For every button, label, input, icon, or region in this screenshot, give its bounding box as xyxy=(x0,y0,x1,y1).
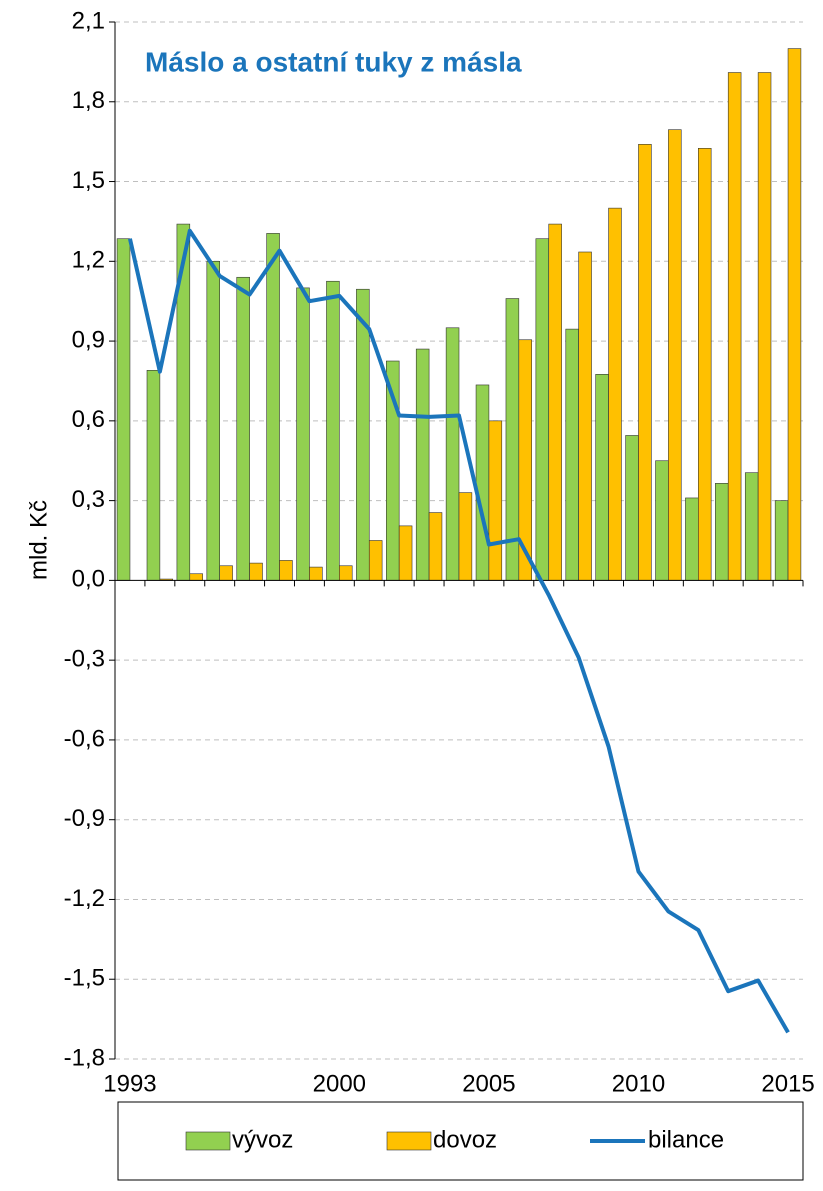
bar xyxy=(339,565,353,581)
x-tick-label: 2015 xyxy=(761,1070,814,1097)
bar xyxy=(219,565,233,581)
y-tick-label: 0,0 xyxy=(72,566,105,593)
bar xyxy=(774,500,789,581)
legend-swatch xyxy=(185,1131,231,1151)
bar xyxy=(356,288,370,581)
bar xyxy=(715,483,729,581)
bar xyxy=(608,207,622,581)
legend-box xyxy=(117,1101,804,1181)
y-tick-label: 1,2 xyxy=(72,247,105,274)
bar xyxy=(266,233,280,581)
legend-swatch xyxy=(386,1131,432,1151)
bar xyxy=(548,223,562,581)
chart-title: Máslo a ostatní tuky z másla xyxy=(145,46,522,77)
bar xyxy=(535,238,550,581)
y-tick-label: -1,5 xyxy=(64,965,105,992)
bar xyxy=(236,276,250,581)
bar xyxy=(398,525,413,581)
bar xyxy=(787,48,802,581)
legend-label: dovoz xyxy=(433,1126,497,1153)
y-tick-label: -0,9 xyxy=(64,805,105,832)
y-tick-label: -0,3 xyxy=(64,645,105,672)
y-tick-label: 1,5 xyxy=(72,167,105,194)
bar xyxy=(249,562,263,581)
x-tick-label: 1993 xyxy=(103,1070,156,1097)
x-tick-label: 2005 xyxy=(462,1070,515,1097)
y-tick-label: 2,1 xyxy=(72,7,105,34)
bar xyxy=(727,72,742,581)
bar xyxy=(309,566,323,581)
bar xyxy=(458,492,473,581)
bar xyxy=(415,348,430,581)
legend-label: bilance xyxy=(648,1126,724,1153)
y-axis-label: mld. Kč xyxy=(25,500,52,580)
x-tick-label: 2000 xyxy=(313,1070,366,1097)
bar xyxy=(368,540,383,581)
bar xyxy=(279,560,293,581)
x-tick-label: 2010 xyxy=(612,1070,665,1097)
bar xyxy=(445,327,460,581)
bar xyxy=(116,238,131,581)
bar xyxy=(698,148,712,581)
y-tick-label: 0,6 xyxy=(72,406,105,433)
bar xyxy=(475,384,490,581)
bar xyxy=(655,460,669,581)
y-tick-label: -1,8 xyxy=(64,1044,105,1071)
bar xyxy=(488,420,503,581)
bar xyxy=(578,251,592,581)
bar xyxy=(685,497,699,581)
y-tick-label: 0,3 xyxy=(72,486,105,513)
y-tick-label: -1,2 xyxy=(64,885,105,912)
y-tick-label: 1,8 xyxy=(72,87,105,114)
bar xyxy=(638,144,652,581)
y-tick-label: -0,6 xyxy=(64,725,105,752)
bar xyxy=(296,287,310,581)
bar xyxy=(206,261,220,581)
line-series xyxy=(128,228,790,1034)
bar xyxy=(189,573,203,581)
bar xyxy=(744,472,759,581)
bar xyxy=(565,328,579,581)
bar xyxy=(146,370,161,581)
bar xyxy=(595,374,609,581)
bar xyxy=(668,129,682,581)
y-tick-label: 0,9 xyxy=(72,326,105,353)
bar xyxy=(428,512,443,581)
bar xyxy=(625,435,639,581)
legend-label: vývoz xyxy=(232,1126,293,1153)
bar xyxy=(326,280,340,581)
bar xyxy=(757,72,772,581)
